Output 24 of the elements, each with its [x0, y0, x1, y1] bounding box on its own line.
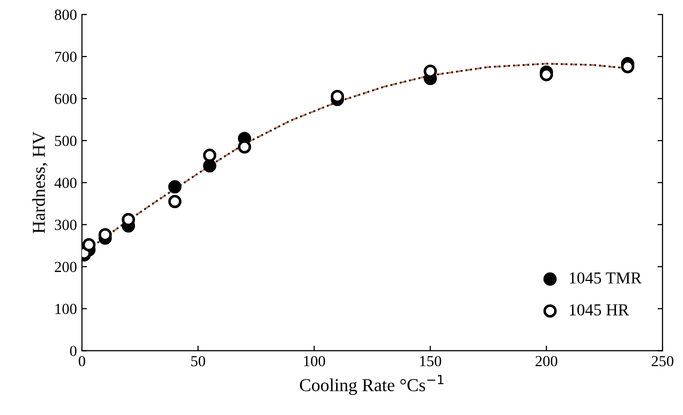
y-tick-label: 400: [54, 178, 77, 188]
point: [82, 238, 96, 252]
y-tick-label: 500: [55, 136, 77, 146]
x-tick-label: 150: [420, 356, 442, 366]
y-tick-label: 0: [70, 346, 77, 356]
x-tick-label: 250: [652, 356, 674, 366]
x-tick-label: 200: [536, 356, 558, 366]
y-axis-title: Hardness, HV: [32, 132, 48, 234]
y-tick-label: 800: [54, 10, 77, 20]
y-tick-label: 300: [54, 220, 77, 230]
legend-label: 1045 TMR: [570, 272, 642, 284]
point: [168, 180, 182, 194]
x-tick-label: 100: [304, 356, 326, 366]
x-axis-title: Cooling Rate °Cs$^{−1}$: [300, 374, 444, 395]
point: [203, 148, 216, 162]
point: [168, 194, 182, 208]
y-tick-label: 700: [55, 52, 77, 62]
legend-label: 1045 HR: [570, 304, 630, 316]
x-tick-label: 50: [191, 356, 206, 366]
y-tick-label: 200: [54, 262, 77, 272]
y-tick-label: 100: [56, 304, 77, 314]
y-tick-label: 600: [54, 94, 77, 104]
point: [203, 159, 216, 172]
x-tick-label: 0: [78, 356, 86, 366]
